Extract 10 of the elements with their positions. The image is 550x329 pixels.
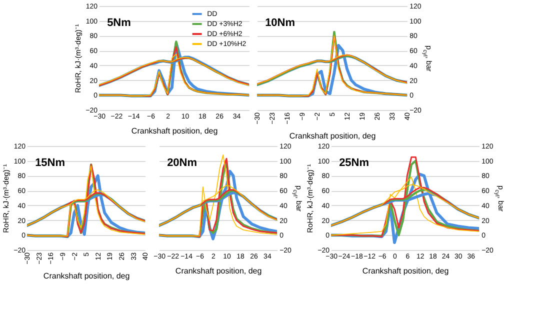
text: 15Nm <box>35 157 66 169</box>
text: 25Nm <box>339 157 370 169</box>
text: 10Nm <box>265 17 296 29</box>
x-axis-title: Crankshaft position, deg <box>131 126 218 136</box>
x-axis-title: Crankshaft position, deg <box>289 131 376 140</box>
text: 5Nm <box>107 17 132 29</box>
text: 20Nm <box>167 157 198 169</box>
x-axis-title: Crankshaft position, deg <box>43 271 130 280</box>
x-axis-title: Crankshaft position, deg <box>362 266 449 276</box>
x-axis-title: Crankshaft position, deg <box>175 266 262 276</box>
